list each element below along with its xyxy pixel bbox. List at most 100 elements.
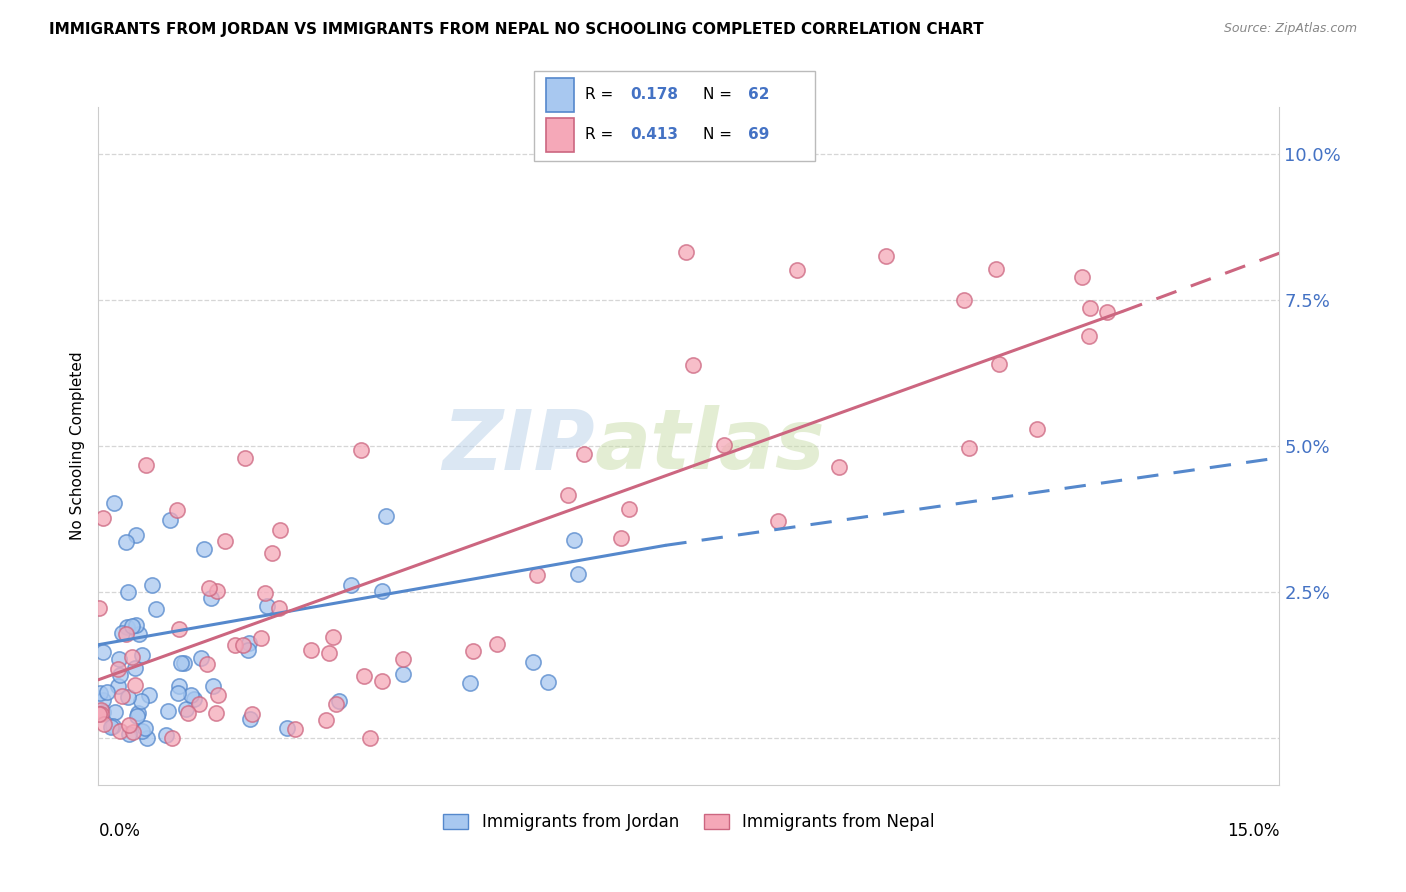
Point xyxy=(957,442,980,456)
Point xyxy=(392,667,415,681)
Point xyxy=(250,632,273,646)
Point xyxy=(260,546,283,560)
Text: 62: 62 xyxy=(748,87,769,102)
Point xyxy=(325,697,347,711)
Point xyxy=(118,718,141,732)
Point xyxy=(371,584,394,599)
Point xyxy=(340,577,363,591)
Point xyxy=(87,707,110,722)
Point xyxy=(522,655,544,669)
Point xyxy=(135,458,157,473)
Point xyxy=(90,706,112,721)
Point xyxy=(108,668,131,682)
Point xyxy=(827,460,849,475)
Point xyxy=(159,513,181,527)
Point xyxy=(93,692,115,706)
Point xyxy=(267,600,290,615)
Point xyxy=(299,643,322,657)
Point xyxy=(284,722,307,736)
Point xyxy=(256,599,278,613)
Point xyxy=(198,582,221,596)
Point xyxy=(141,578,163,592)
Point xyxy=(193,541,215,556)
Point xyxy=(115,535,138,549)
Point xyxy=(224,638,246,652)
Point xyxy=(205,584,228,599)
Point xyxy=(276,722,298,736)
Point xyxy=(93,716,115,731)
Text: ZIP: ZIP xyxy=(441,406,595,486)
Point xyxy=(1070,270,1092,285)
Point xyxy=(162,731,184,746)
Point xyxy=(122,725,145,739)
Point xyxy=(111,625,134,640)
Point xyxy=(117,727,139,741)
Text: N =: N = xyxy=(703,128,737,142)
Point xyxy=(328,693,350,707)
Point xyxy=(169,679,191,693)
Point xyxy=(91,706,114,720)
Point xyxy=(562,533,585,547)
Point xyxy=(128,626,150,640)
Legend: Immigrants from Jordan, Immigrants from Nepal: Immigrants from Jordan, Immigrants from … xyxy=(437,806,941,838)
Point xyxy=(180,688,202,702)
Point xyxy=(205,706,228,721)
Point xyxy=(91,511,114,525)
Point xyxy=(609,531,631,545)
Point xyxy=(96,684,118,698)
Point xyxy=(392,652,415,666)
Text: IMMIGRANTS FROM JORDAN VS IMMIGRANTS FROM NEPAL NO SCHOOLING COMPLETED CORRELATI: IMMIGRANTS FROM JORDAN VS IMMIGRANTS FRO… xyxy=(49,22,984,37)
Point xyxy=(124,660,146,674)
Point xyxy=(107,652,129,666)
Point xyxy=(108,724,131,739)
Point xyxy=(567,567,589,582)
Point xyxy=(188,697,211,711)
Point xyxy=(100,720,122,734)
Point xyxy=(1078,329,1101,343)
Point xyxy=(370,673,392,688)
Point xyxy=(239,713,262,727)
Point xyxy=(766,514,789,528)
Y-axis label: No Schooling Completed: No Schooling Completed xyxy=(70,351,86,541)
Point xyxy=(121,619,143,633)
Point xyxy=(107,679,129,693)
Point xyxy=(987,357,1010,371)
Point xyxy=(986,261,1008,276)
Point xyxy=(117,690,139,704)
Point xyxy=(207,689,229,703)
Point xyxy=(134,721,156,735)
Text: atlas: atlas xyxy=(595,406,825,486)
Point xyxy=(89,686,111,700)
Point xyxy=(127,706,149,720)
Point xyxy=(125,618,148,632)
Point xyxy=(124,677,146,691)
Point xyxy=(350,442,373,457)
Point xyxy=(145,602,167,616)
Text: 0.413: 0.413 xyxy=(630,128,678,142)
Point xyxy=(121,649,143,664)
Point xyxy=(269,524,291,538)
Point xyxy=(136,731,159,745)
Point xyxy=(138,688,160,702)
Point xyxy=(125,527,148,541)
Text: R =: R = xyxy=(585,87,619,102)
Point xyxy=(173,656,195,670)
Point xyxy=(103,496,125,510)
Text: R =: R = xyxy=(585,128,619,142)
Point xyxy=(127,708,149,723)
Point xyxy=(458,675,481,690)
Point xyxy=(238,636,260,650)
Point xyxy=(675,245,697,260)
Point xyxy=(875,249,897,263)
Point xyxy=(202,679,225,693)
Bar xyxy=(546,118,574,152)
Point xyxy=(572,448,595,462)
Text: Source: ZipAtlas.com: Source: ZipAtlas.com xyxy=(1223,22,1357,36)
Point xyxy=(786,263,808,277)
Point xyxy=(253,586,276,600)
Point xyxy=(353,669,375,683)
Point xyxy=(557,488,579,502)
Point xyxy=(617,502,640,516)
Point xyxy=(1025,422,1047,436)
Point xyxy=(169,656,191,670)
